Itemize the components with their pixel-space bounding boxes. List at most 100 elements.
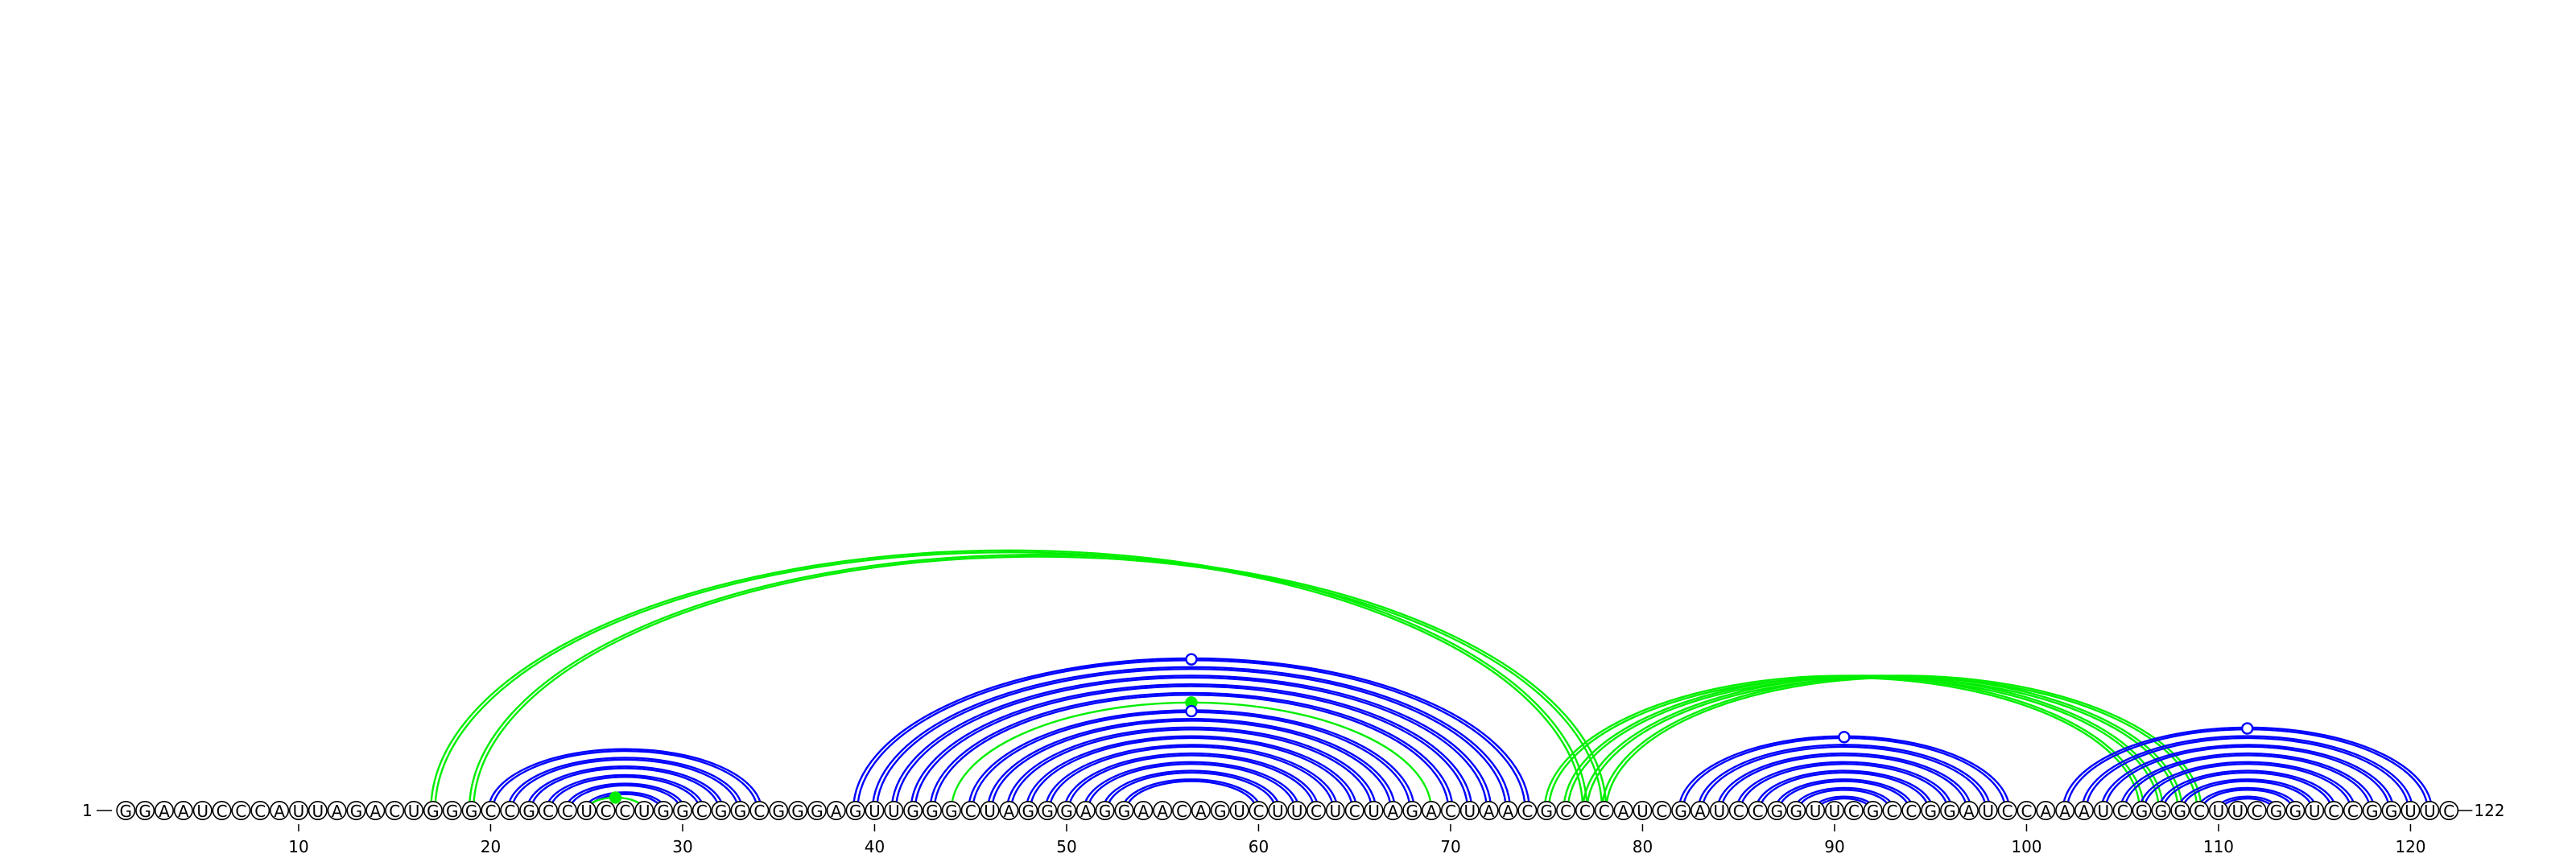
nucleotide: G [519, 800, 539, 821]
nucleotide: C [1556, 800, 1576, 821]
arc [1029, 736, 1354, 811]
nucleotide-letter: C [619, 802, 630, 821]
nucleotide-circle [270, 800, 290, 820]
nucleotide-circle [1153, 800, 1173, 820]
nucleotide-circle [385, 800, 405, 820]
nucleotide-letter: U [312, 802, 324, 821]
nucleotide: C [1901, 800, 1922, 821]
nucleotide-circle [1901, 800, 1922, 820]
nucleotide-circle [576, 800, 597, 820]
nucleotide-circle [1882, 800, 1902, 820]
nucleotide: C [212, 800, 232, 821]
nucleotide-letter: C [1656, 802, 1667, 821]
arc [2081, 735, 2414, 811]
arc [510, 758, 740, 811]
nucleotide-letter: A [1157, 802, 1168, 821]
arc [986, 717, 1397, 811]
nucleotide-letter: U [2231, 802, 2244, 821]
tick-label: 80 [1633, 837, 1653, 856]
nucleotide: C [749, 800, 770, 821]
nucleotide: U [308, 800, 328, 821]
arc [1087, 762, 1296, 811]
nucleotide-circle [1863, 800, 1883, 820]
arc [1044, 744, 1339, 811]
arc [1716, 752, 1972, 811]
arc [894, 676, 1488, 811]
arc [1048, 745, 1335, 811]
nucleotide: G [423, 800, 443, 821]
arc [1063, 752, 1319, 811]
nucleotide-circle [500, 800, 520, 820]
nucleotide: G [672, 800, 692, 821]
nucleotide-letter: C [1445, 802, 1456, 821]
nucleotide-letter: U [2424, 802, 2436, 821]
arc [1125, 780, 1258, 811]
nucleotide-letter: G [1118, 802, 1131, 821]
nucleotide-letter: U [1233, 802, 1245, 821]
nucleotide: G [711, 800, 731, 821]
nucleotide-circle [1364, 800, 1384, 820]
nucleotide: G [116, 800, 136, 821]
nucleotide-circle [980, 800, 1000, 820]
nucleotide-circle [423, 800, 443, 820]
arc-group-hairpin-2 [1678, 731, 2011, 811]
nucleotide-circle [1191, 800, 1211, 820]
nucleotide: A [365, 800, 386, 821]
nucleotide-circle [519, 800, 539, 820]
nucleotide: U [1633, 800, 1653, 821]
nucleotide: G [2266, 800, 2286, 821]
nucleotide-circle [1997, 800, 2017, 820]
arc [2161, 771, 2333, 811]
arc [526, 765, 724, 811]
nucleotide-circle [769, 800, 789, 820]
nucleotide: C [1575, 800, 1595, 821]
nucleotide-circle [1633, 800, 1653, 820]
nucleotide-circle [960, 800, 980, 820]
nucleotide-letter: U [2405, 802, 2417, 821]
nucleotide-letter: U [1291, 802, 1303, 821]
arc [1740, 762, 1949, 811]
arc [1009, 728, 1373, 811]
nucleotide: G [1786, 800, 1806, 821]
nucleotide-circle [1095, 800, 1115, 820]
nucleotide-letter: G [906, 802, 919, 821]
nucleotide-letter: A [2079, 802, 2090, 821]
nucleotide-letter: U [408, 802, 420, 821]
nucleotide: A [1959, 800, 1979, 821]
arc [487, 748, 763, 811]
arc [890, 674, 1492, 811]
nucleotide: C [250, 800, 270, 821]
nucleotide: U [2401, 800, 2421, 821]
open-dot [2241, 722, 2254, 735]
nucleotide-letter: G [657, 802, 670, 821]
nucleotide-circle [1344, 800, 1364, 820]
nucleotide: C [1249, 800, 1269, 821]
nucleotide-circle [1038, 800, 1058, 820]
arc [910, 683, 1473, 811]
nucleotide-letter: C [1579, 802, 1591, 821]
arc [2124, 754, 2372, 811]
nucleotide-circle [404, 800, 424, 820]
nucleotide: A [1613, 800, 1633, 821]
arc [1121, 778, 1262, 811]
nucleotide: U [1978, 800, 1998, 821]
nucleotide-circle [1556, 800, 1576, 820]
nucleotide: G [461, 800, 481, 821]
nucleotide-circle [1978, 800, 1998, 820]
nucleotide-circle [2170, 800, 2190, 820]
start-label: 1 [82, 801, 93, 820]
nucleotide-circle [788, 800, 808, 820]
nucleotide-circle [346, 800, 366, 820]
nucleotide-circle [730, 800, 750, 820]
nucleotide-circle [1806, 800, 1826, 820]
nucleotide: C [557, 800, 577, 821]
nucleotide-letter: G [427, 802, 440, 821]
nucleotide-letter: C [2117, 802, 2128, 821]
open-dot [1185, 653, 1198, 666]
nucleotide-circle [807, 800, 827, 820]
arc [1720, 754, 1968, 811]
nucleotide: C [1748, 800, 1768, 821]
nucleotide: G [1210, 800, 1230, 821]
